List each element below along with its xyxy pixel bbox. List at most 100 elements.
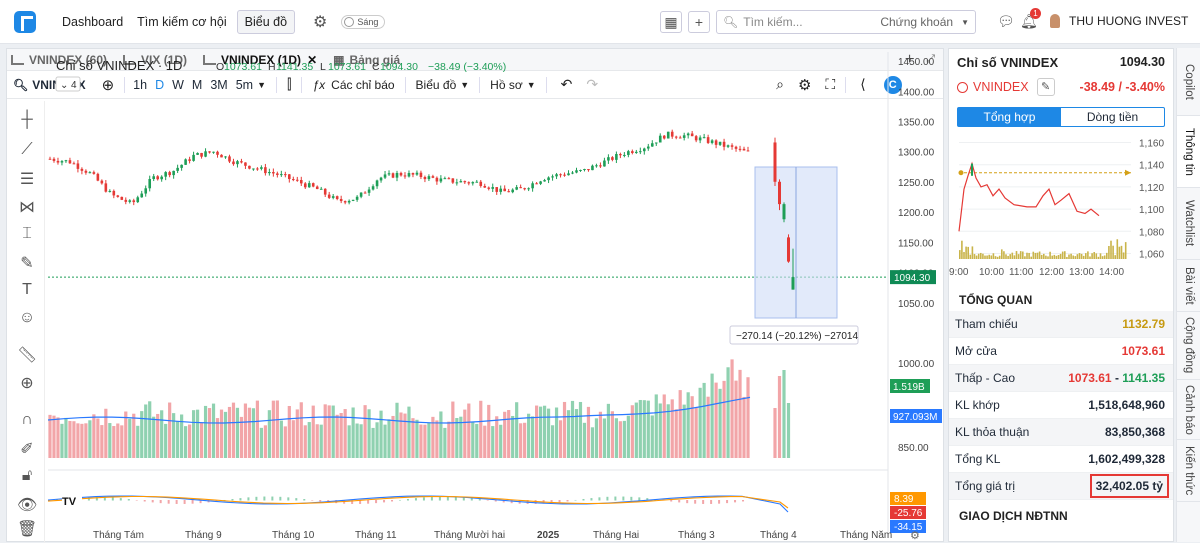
nav-search-opportunity[interactable]: Tìm kiếm cơ hội: [137, 14, 227, 29]
intraday-chart: 1,160 1,140 1,120 1,100 1,080 1,060 9:00 10:00 1…: [949, 139, 1164, 278]
search-input[interactable]: Tìm kiếm...: [743, 15, 803, 29]
row-value: 1,602,499,328: [1088, 452, 1165, 466]
layout-grid-button[interactable]: ▦: [660, 11, 682, 33]
volume-bar: [566, 410, 571, 458]
side-tab-community[interactable]: Cộng đồng: [1177, 312, 1200, 380]
indicator-icon[interactable]: ƒx: [312, 77, 326, 92]
side-tab-posts[interactable]: Bài viết: [1177, 260, 1200, 312]
pattern-tool-icon[interactable]: ⋈: [19, 199, 35, 216]
side-tab-alerts[interactable]: Cảnh báo: [1177, 380, 1200, 440]
tab-vnindex-60[interactable]: VNINDEX (60): [11, 53, 107, 67]
share-icon[interactable]: ⟨: [860, 76, 866, 92]
undo-icon[interactable]: ↶: [560, 76, 573, 92]
crosshair-icon[interactable]: ┼: [21, 111, 33, 128]
time-axis-label: Tháng Mười hai: [434, 530, 505, 541]
collapse-button[interactable]: [55, 76, 81, 92]
candle: [84, 170, 88, 173]
chat-icon[interactable]: 💬︎: [997, 13, 1015, 29]
chevron-down-icon: ⌄: [60, 80, 68, 91]
add-layout-button[interactable]: +: [688, 11, 710, 33]
interval-m[interactable]: M: [191, 77, 203, 92]
candle-style-icon[interactable]: ⫿: [287, 76, 292, 92]
volume-bar: [263, 425, 267, 458]
magnet-icon[interactable]: ∩: [21, 411, 33, 428]
volume-bar: [618, 421, 622, 458]
search-scope-select[interactable]: Chứng khoán: [880, 15, 954, 29]
volume-bar: [546, 408, 551, 458]
mini-volume-bar: [1030, 256, 1032, 259]
candle: [264, 167, 267, 174]
expand-icon[interactable]: ⤢: [926, 53, 935, 65]
tab-money-flow[interactable]: Dòng tiền: [1086, 110, 1139, 124]
pencil-lock-icon[interactable]: ✐: [20, 441, 34, 458]
tradingview-logo[interactable]: [62, 492, 82, 508]
indicators-button[interactable]: Các chỉ báo: [331, 77, 395, 92]
lock-icon[interactable]: 🔓︎: [21, 467, 33, 484]
ruler-icon[interactable]: 📏︎: [17, 347, 38, 364]
close-icon[interactable]: ✕: [307, 52, 318, 67]
measure-tool-icon[interactable]: ⌶: [22, 225, 32, 242]
volume-bar: [351, 407, 355, 458]
add-tab-button[interactable]: +: [904, 50, 915, 68]
mini-volume-bar: [1022, 251, 1024, 259]
chevron-down-icon[interactable]: ▼: [257, 79, 266, 90]
brush-tool-icon[interactable]: ✎: [20, 255, 34, 272]
edit-icon[interactable]: ✎: [1036, 78, 1055, 96]
macd-histogram-bar: [239, 498, 242, 501]
settings-icon[interactable]: ⚙: [797, 76, 812, 94]
volume-bar: [120, 425, 124, 458]
fib-tool-icon[interactable]: ☰: [19, 171, 35, 188]
tab-vnindex-1d[interactable]: VNINDEX (1D) ✕: [203, 53, 317, 67]
volume-bar: [634, 402, 638, 458]
tab-price-board[interactable]: ▦ Bảng giá: [333, 53, 400, 67]
interval-w[interactable]: W: [172, 77, 184, 92]
side-tab-copilot[interactable]: Copilot: [1177, 48, 1200, 116]
side-tab-watchlist[interactable]: Watchlist: [1177, 188, 1200, 260]
zoom-search-icon[interactable]: ⌕: [776, 76, 784, 92]
index-sub: VNINDEX ✎ -38.49 / -3.40%: [949, 75, 1173, 99]
search-box[interactable]: 🔍︎ Tìm kiếm... Chứng khoán ▼: [716, 10, 976, 34]
candle: [575, 170, 578, 173]
gear-icon[interactable]: ⚙: [313, 13, 328, 31]
tab-summary[interactable]: Tổng hợp: [958, 108, 1061, 126]
text-tool-icon[interactable]: T: [22, 281, 32, 298]
volume-bar: [786, 403, 791, 458]
emoji-icon[interactable]: ☺: [18, 309, 36, 326]
interval-1h[interactable]: 1h: [133, 77, 148, 92]
line-tool-icon[interactable]: ⟋: [21, 141, 33, 158]
profile-button[interactable]: Hồ sơ: [490, 77, 523, 92]
price-tick-label: 1350.00: [898, 118, 935, 129]
eye-icon[interactable]: 👁︎: [17, 497, 38, 514]
delete-icon[interactable]: 🗑︎: [17, 521, 38, 538]
interval-5m[interactable]: 5m: [235, 77, 254, 92]
side-tab-knowledge[interactable]: Kiến thức: [1177, 440, 1200, 502]
user-menu[interactable]: THU HUONG INVEST: [1050, 14, 1188, 28]
ohlc-value: 1141.35: [276, 61, 313, 73]
macd-value-label: 8.39: [894, 494, 914, 505]
nav-dashboard[interactable]: Dashboard: [62, 14, 124, 29]
candle: [268, 172, 271, 174]
tab-vix-1d[interactable]: VIX (1D): [123, 53, 187, 67]
mini-y-label: 1,080: [1139, 227, 1164, 238]
candle: [607, 157, 610, 161]
zoom-in-icon[interactable]: ⊕: [20, 375, 34, 392]
side-tab-info[interactable]: Thông tin: [1177, 116, 1200, 188]
symbol-link[interactable]: VNINDEX: [957, 80, 1029, 94]
chart-type-button[interactable]: Biểu đồ: [415, 77, 457, 92]
volume-bar: [311, 405, 315, 458]
volume-bar: [299, 402, 303, 458]
candle: [467, 182, 471, 184]
nav-chart[interactable]: Biểu đồ: [236, 9, 296, 34]
macd-histogram-bar: [630, 496, 633, 501]
price-chart[interactable]: Chỉ số VNINDEX · 1D O 1073.61 H 1141.35 L 1073…: [40, 52, 944, 542]
theme-toggle[interactable]: Sáng: [341, 14, 386, 29]
compare-add-icon[interactable]: ⊕: [101, 76, 115, 94]
fullscreen-icon[interactable]: ⛶: [825, 76, 836, 92]
redo-icon[interactable]: ↷: [586, 76, 599, 92]
candle: [487, 187, 491, 189]
interval-3m[interactable]: 3M: [210, 77, 228, 92]
app-logo[interactable]: [14, 10, 36, 33]
volume-bar: [538, 406, 543, 458]
volume-bar: [279, 420, 283, 458]
interval-d[interactable]: D: [155, 77, 165, 92]
